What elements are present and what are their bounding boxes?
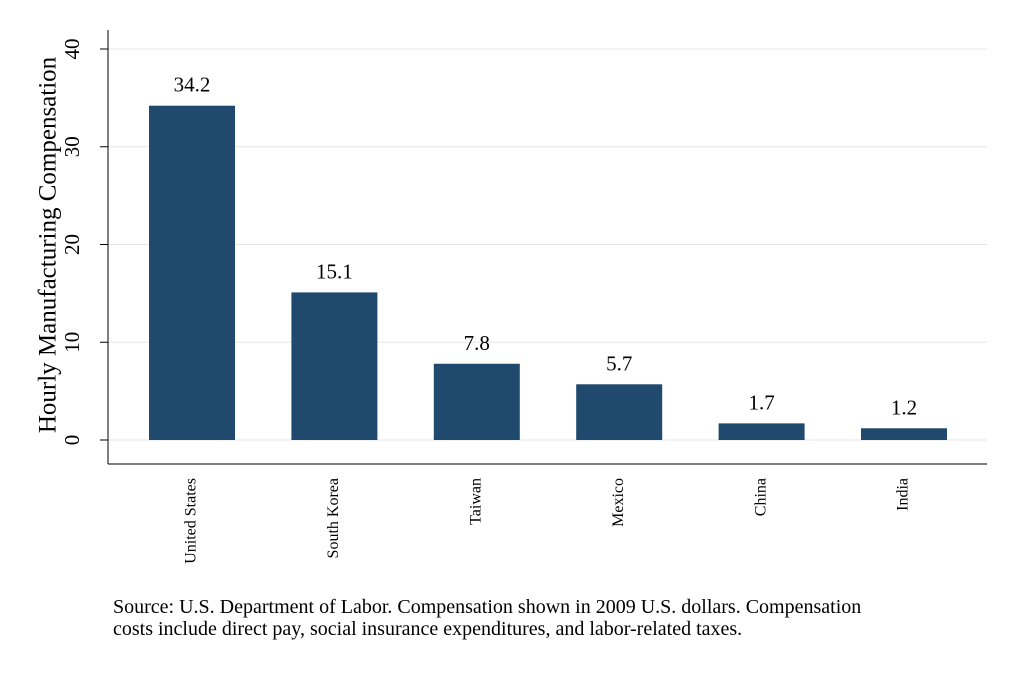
category-label: Taiwan	[467, 478, 484, 525]
bar	[291, 292, 378, 440]
bar	[861, 428, 947, 440]
value-label: 7.8	[464, 331, 490, 355]
value-label: 1.7	[748, 390, 774, 414]
value-label: 1.2	[891, 395, 917, 419]
y-tick-label: 30	[60, 136, 84, 157]
y-axis-title: Hourly Manufacturing Compensation	[35, 56, 62, 433]
bar	[433, 363, 520, 440]
value-label: 15.1	[316, 259, 353, 283]
bar	[576, 384, 663, 440]
category-label: South Korea	[325, 478, 342, 558]
value-labels: 34.2 15.1 7.8 5.7 1.7 1.2	[174, 73, 918, 420]
y-tick-label: 20	[60, 234, 84, 255]
x-tick-labels: United States South Korea Taiwan Mexico Chin…	[183, 478, 912, 564]
gridlines	[108, 48, 987, 441]
value-label: 34.2	[174, 73, 211, 97]
category-label: India	[895, 478, 912, 511]
category-label: United States	[183, 478, 200, 564]
y-tick-label: 40	[60, 39, 84, 60]
category-label: China	[752, 478, 769, 516]
bar	[718, 423, 805, 440]
source-note: Source: U.S. Department of Labor. Compen…	[113, 596, 1013, 640]
value-label: 5.7	[606, 351, 632, 375]
y-tick-label: 10	[60, 332, 84, 353]
source-note-line-2: costs include direct pay, social insuran…	[113, 618, 743, 640]
y-ticks: 0 10 20 30 40	[60, 39, 108, 446]
source-note-line-1: Source: U.S. Department of Labor. Compen…	[113, 596, 862, 618]
y-tick-label: 0	[60, 435, 84, 446]
axes	[107, 30, 987, 465]
bars	[149, 105, 947, 440]
category-label: Mexico	[610, 478, 627, 527]
bar	[149, 105, 235, 440]
